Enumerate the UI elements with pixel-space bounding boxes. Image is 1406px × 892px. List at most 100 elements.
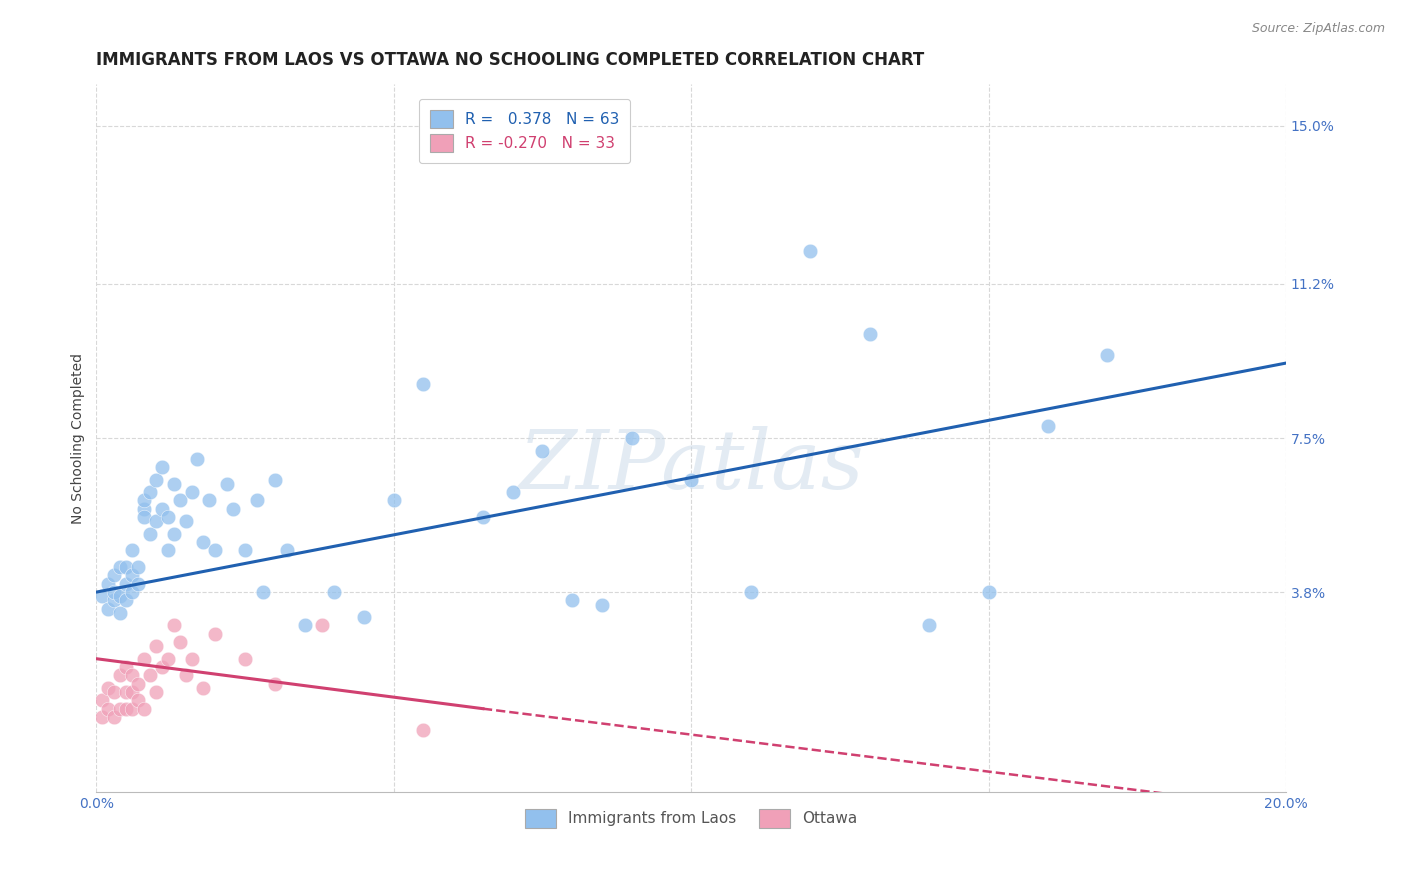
Point [163, 618, 186, 632]
Point [103, 568, 125, 582]
Point [740, 585, 762, 599]
Point [139, 485, 162, 500]
Point [591, 598, 613, 612]
Point [150, 460, 173, 475]
Point [91, 693, 114, 707]
Point [233, 543, 256, 558]
Point [108, 701, 131, 715]
Point [561, 593, 583, 607]
Y-axis label: No Schooling Completed: No Schooling Completed [72, 352, 86, 524]
Point [121, 568, 143, 582]
Point [103, 685, 125, 699]
Text: IMMIGRANTS FROM LAOS VS OTTAWA NO SCHOOLING COMPLETED CORRELATION CHART: IMMIGRANTS FROM LAOS VS OTTAWA NO SCHOOL… [97, 51, 925, 69]
Point [353, 610, 375, 624]
Point [132, 493, 155, 508]
Point [977, 585, 1000, 599]
Point [97, 576, 120, 591]
Point [311, 618, 333, 632]
Point [127, 676, 149, 690]
Point [103, 710, 125, 724]
Point [115, 701, 138, 715]
Point [193, 535, 215, 549]
Point [103, 593, 125, 607]
Point [169, 635, 191, 649]
Point [204, 543, 226, 558]
Point [108, 560, 131, 574]
Point [174, 668, 197, 682]
Text: ZIPatlas: ZIPatlas [519, 426, 863, 507]
Point [115, 576, 138, 591]
Point [294, 618, 316, 632]
Point [531, 443, 554, 458]
Point [471, 510, 494, 524]
Point [108, 668, 131, 682]
Point [156, 651, 179, 665]
Point [163, 476, 186, 491]
Point [681, 473, 703, 487]
Point [150, 660, 173, 674]
Point [132, 651, 155, 665]
Point [145, 685, 167, 699]
Point [121, 685, 143, 699]
Point [108, 606, 131, 620]
Point [145, 639, 167, 653]
Point [169, 493, 191, 508]
Point [115, 593, 138, 607]
Point [132, 510, 155, 524]
Point [246, 493, 269, 508]
Point [233, 651, 256, 665]
Point [97, 601, 120, 615]
Point [121, 585, 143, 599]
Point [127, 693, 149, 707]
Point [412, 723, 434, 737]
Point [145, 473, 167, 487]
Point [121, 668, 143, 682]
Point [222, 501, 245, 516]
Point [204, 626, 226, 640]
Point [115, 560, 138, 574]
Point [156, 510, 179, 524]
Point [858, 326, 880, 341]
Point [276, 543, 298, 558]
Point [799, 244, 821, 258]
Point [121, 543, 143, 558]
Point [382, 493, 405, 508]
Point [132, 701, 155, 715]
Point [103, 585, 125, 599]
Point [163, 526, 186, 541]
Point [139, 526, 162, 541]
Point [156, 543, 179, 558]
Point [263, 676, 285, 690]
Point [193, 681, 215, 695]
Point [174, 514, 197, 528]
Point [252, 585, 274, 599]
Point [108, 589, 131, 603]
Point [150, 501, 173, 516]
Point [127, 560, 149, 574]
Point [97, 701, 120, 715]
Legend: Immigrants from Laos, Ottawa: Immigrants from Laos, Ottawa [519, 803, 863, 834]
Point [198, 493, 221, 508]
Point [180, 651, 202, 665]
Point [502, 485, 524, 500]
Point [115, 660, 138, 674]
Point [121, 701, 143, 715]
Point [217, 476, 239, 491]
Point [186, 451, 208, 466]
Point [139, 668, 162, 682]
Point [412, 376, 434, 391]
Point [127, 576, 149, 591]
Point [1036, 418, 1059, 433]
Point [1097, 348, 1119, 362]
Point [918, 618, 941, 632]
Point [323, 585, 346, 599]
Point [263, 473, 285, 487]
Point [91, 589, 114, 603]
Point [620, 431, 643, 445]
Point [91, 710, 114, 724]
Point [180, 485, 202, 500]
Point [115, 685, 138, 699]
Point [132, 501, 155, 516]
Text: Source: ZipAtlas.com: Source: ZipAtlas.com [1251, 22, 1385, 36]
Point [145, 514, 167, 528]
